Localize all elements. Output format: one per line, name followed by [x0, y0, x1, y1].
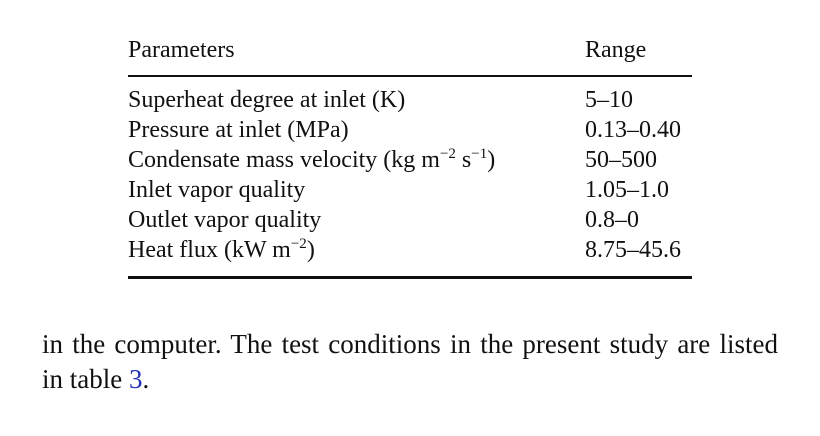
superscript: −1	[471, 146, 488, 162]
range-cell: 50–500	[585, 147, 657, 173]
parameter-text: Condensate mass velocity (kg m	[128, 147, 440, 173]
paragraph-text: in the computer. The test conditions in …	[42, 329, 778, 394]
range-cell: 8.75–45.6	[585, 237, 681, 263]
bottom-rule	[128, 276, 692, 279]
range-cell: 1.05–1.0	[585, 177, 669, 203]
parameter-cell: Condensate mass velocity (kg m−2 s−1)	[128, 145, 495, 175]
table-link[interactable]: 3	[128, 364, 143, 394]
parameter-cell: Inlet vapor quality	[128, 175, 305, 205]
range-cell: 5–10	[585, 87, 633, 113]
parameter-cell: Outlet vapor quality	[128, 205, 321, 235]
parameter-text: Superheat degree at inlet (K)	[128, 87, 406, 113]
parameter-text: Inlet vapor quality	[128, 177, 306, 203]
parameter-text: )	[306, 237, 315, 263]
parameter-cell: Heat flux (kW m−2)	[128, 235, 315, 265]
mid-rule	[128, 75, 692, 77]
parameter-text: )	[487, 147, 496, 173]
parameter-text: Pressure at inlet (MPa)	[128, 117, 349, 143]
parameter-cell: Pressure at inlet (MPa)	[128, 115, 349, 145]
range-cell: 0.13–0.40	[585, 117, 681, 143]
paragraph-text: .	[142, 364, 150, 394]
superscript: −2	[439, 146, 456, 162]
header-parameters: Parameters	[128, 37, 235, 63]
parameter-text: Outlet vapor quality	[128, 207, 322, 233]
paragraph: in the computer. The test conditions in …	[42, 327, 778, 397]
parameter-cell: Superheat degree at inlet (K)	[128, 85, 405, 115]
range-cell: 0.8–0	[585, 207, 639, 233]
header-range: Range	[585, 37, 647, 63]
superscript: −2	[290, 236, 307, 252]
parameter-text: Heat flux (kW m	[128, 237, 291, 263]
parameter-text: s	[455, 147, 472, 173]
